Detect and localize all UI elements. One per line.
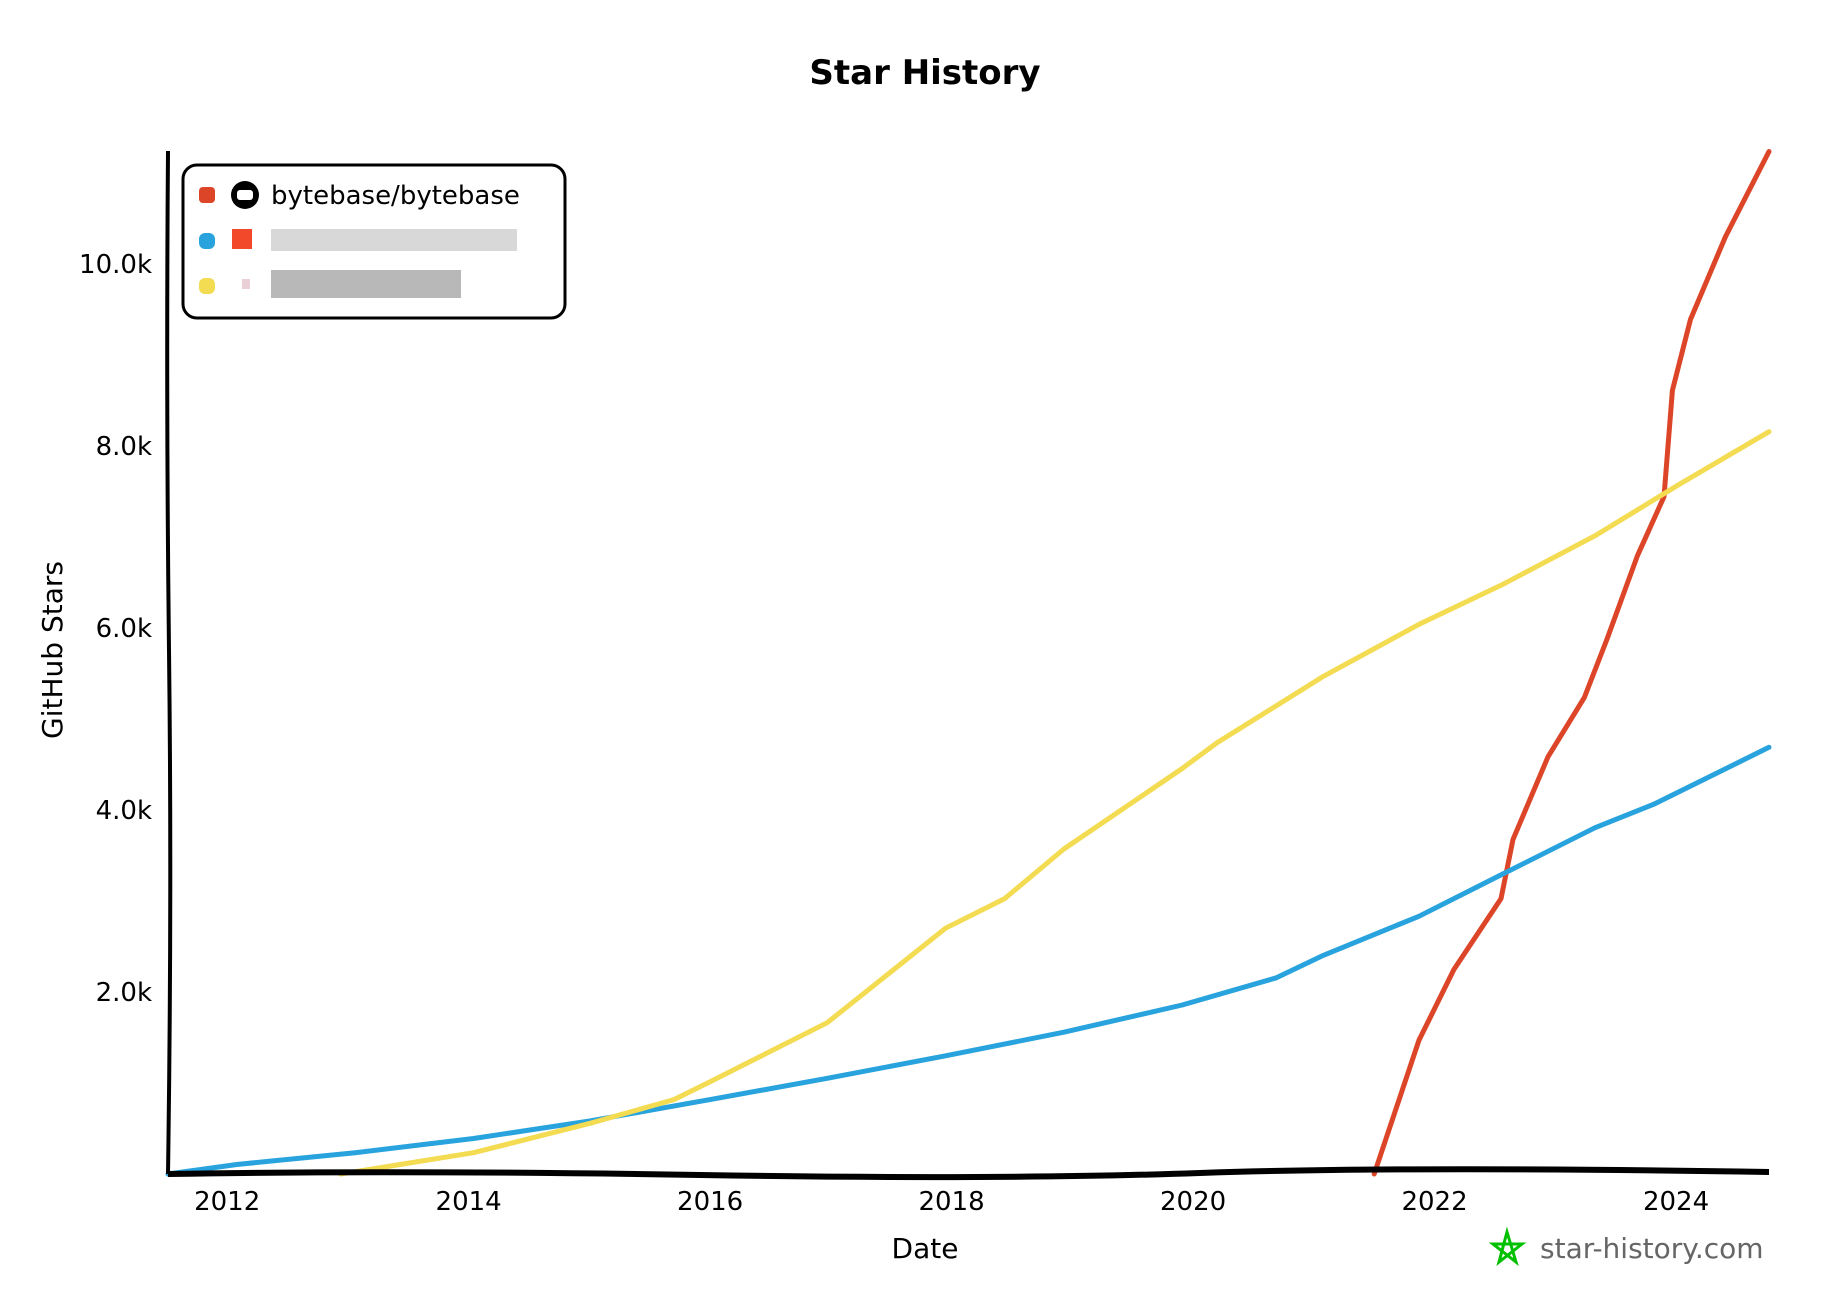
y-tick-label: 8.0k: [96, 432, 152, 462]
avatar-icon: [242, 279, 250, 289]
x-tick-label: 2022: [1401, 1187, 1467, 1217]
legend-item[interactable]: [199, 229, 517, 251]
y-tick-label: 2.0k: [96, 978, 152, 1008]
watermark-text: star-history.com: [1540, 1232, 1764, 1265]
avatar-icon: [232, 229, 252, 249]
legend-item[interactable]: bytebase/bytebase: [199, 181, 520, 211]
x-axis-line: [167, 1166, 1770, 1181]
legend-swatch: [199, 233, 215, 249]
x-tick-label: 2014: [436, 1187, 502, 1217]
series-line-2: [338, 429, 1772, 1177]
x-tick-label: 2016: [677, 1187, 743, 1217]
watermark[interactable]: star-history.com: [1488, 1226, 1764, 1267]
x-ticks: 2012 2014 2016 2018 2020 2022 2024: [194, 1187, 1709, 1217]
legend-swatch: [199, 187, 215, 203]
y-tick-label: 10.0k: [79, 250, 152, 280]
series-line-0: [1371, 149, 1772, 1177]
legend-item[interactable]: [199, 270, 461, 298]
legend-label: bytebase/bytebase: [271, 181, 520, 211]
axes: [165, 150, 1770, 1181]
x-tick-label: 2020: [1160, 1187, 1226, 1217]
star-logo-icon: [1488, 1226, 1527, 1267]
github-icon-face: [237, 190, 253, 200]
blurred-label: [271, 229, 517, 251]
y-tick-label: 6.0k: [96, 614, 152, 644]
y-ticks: 2.0k 4.0k 6.0k 8.0k 10.0k: [79, 250, 152, 1008]
x-tick-label: 2018: [919, 1187, 985, 1217]
x-axis-label: Date: [892, 1232, 959, 1265]
series-lines: [165, 149, 1772, 1177]
blurred-label: [271, 270, 461, 298]
series-line-1: [165, 744, 1772, 1177]
chart-title: Star History: [809, 53, 1040, 93]
y-tick-label: 4.0k: [96, 796, 152, 826]
x-tick-label: 2024: [1643, 1187, 1709, 1217]
y-axis-line: [165, 150, 173, 1175]
x-tick-label: 2012: [194, 1187, 260, 1217]
legend: bytebase/bytebase: [181, 163, 567, 320]
legend-swatch: [199, 278, 215, 294]
y-axis-label: GitHub Stars: [36, 561, 69, 739]
